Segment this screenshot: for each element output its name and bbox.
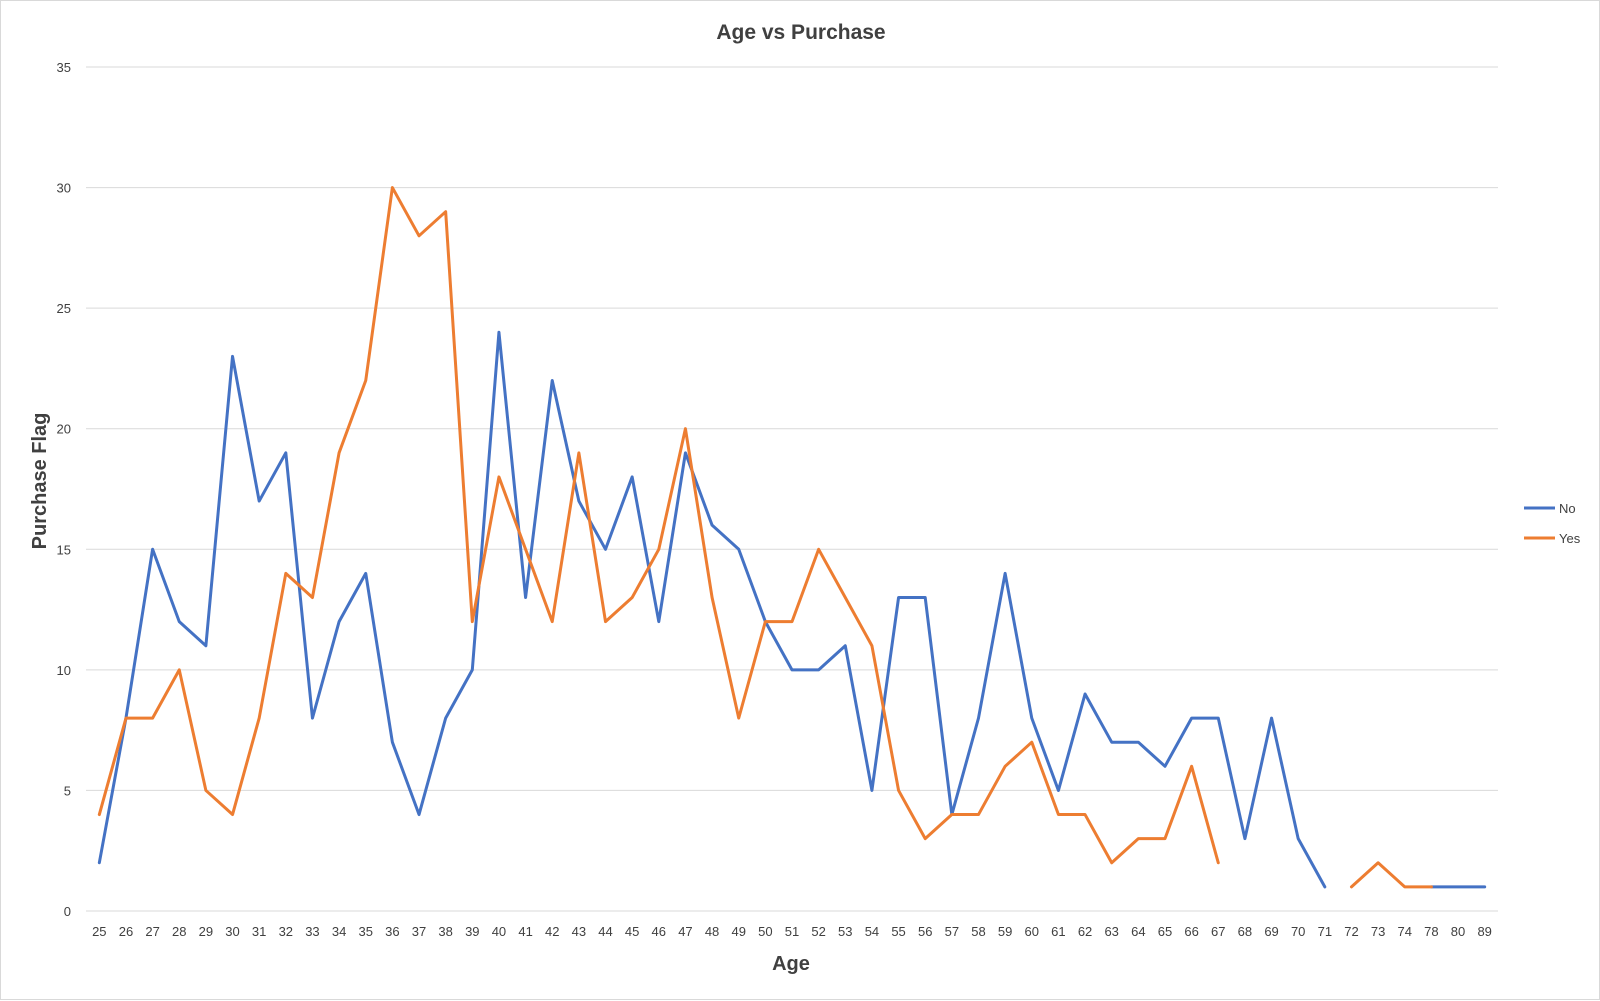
series-line-yes — [1349, 861, 1433, 889]
x-tick-label: 54 — [865, 924, 879, 939]
x-tick-label: 36 — [385, 924, 399, 939]
x-tick-label: 56 — [918, 924, 932, 939]
x-tick-label: 37 — [412, 924, 426, 939]
x-tick-label: 58 — [971, 924, 985, 939]
x-tick-label: 47 — [678, 924, 692, 939]
x-tick-label: 64 — [1131, 924, 1145, 939]
x-tick-label: 50 — [758, 924, 772, 939]
x-axis-ticks: 25 26 27 28 29 30 31 32 33 34 35 36 37 38 39 40 41 42 43 44… — [92, 924, 1492, 939]
x-tick-label: 46 — [652, 924, 666, 939]
x-tick-label: 45 — [625, 924, 639, 939]
x-tick-label: 89 — [1477, 924, 1491, 939]
x-tick-label: 49 — [731, 924, 745, 939]
series-no — [97, 330, 1487, 889]
y-tick-label: 5 — [64, 783, 71, 798]
y-tick-label: 30 — [57, 181, 71, 196]
x-tick-label: 26 — [119, 924, 133, 939]
y-tick-label: 20 — [57, 422, 71, 437]
y-tick-label: 10 — [57, 663, 71, 678]
x-tick-label: 55 — [891, 924, 905, 939]
y-tick-label: 0 — [64, 904, 71, 919]
x-tick-label: 51 — [785, 924, 799, 939]
x-tick-label: 66 — [1184, 924, 1198, 939]
x-tick-label: 59 — [998, 924, 1012, 939]
x-tick-label: 29 — [199, 924, 213, 939]
y-tick-label: 35 — [57, 60, 71, 75]
y-tick-label: 15 — [57, 542, 71, 557]
y-axis-ticks: 0 5 10 15 20 25 30 35 — [57, 60, 71, 919]
series-line-no — [97, 330, 1327, 889]
x-tick-label: 72 — [1344, 924, 1358, 939]
x-tick-label: 25 — [92, 924, 106, 939]
x-tick-label: 42 — [545, 924, 559, 939]
series-line-yes — [97, 186, 1220, 865]
x-tick-label: 73 — [1371, 924, 1385, 939]
x-tick-label: 71 — [1318, 924, 1332, 939]
x-tick-label: 61 — [1051, 924, 1065, 939]
x-tick-label: 39 — [465, 924, 479, 939]
x-tick-label: 65 — [1158, 924, 1172, 939]
x-tick-label: 63 — [1104, 924, 1118, 939]
x-tick-label: 33 — [305, 924, 319, 939]
x-tick-label: 74 — [1398, 924, 1412, 939]
x-tick-label: 78 — [1424, 924, 1438, 939]
x-tick-label: 57 — [945, 924, 959, 939]
x-tick-label: 68 — [1238, 924, 1252, 939]
x-tick-label: 41 — [518, 924, 532, 939]
x-tick-label: 44 — [598, 924, 612, 939]
legend: No Yes — [1524, 501, 1581, 546]
x-tick-label: 60 — [1025, 924, 1039, 939]
x-tick-label: 34 — [332, 924, 346, 939]
x-tick-label: 40 — [492, 924, 506, 939]
x-tick-label: 67 — [1211, 924, 1225, 939]
x-tick-label: 70 — [1291, 924, 1305, 939]
x-tick-label: 32 — [279, 924, 293, 939]
series-lines — [97, 186, 1487, 889]
x-tick-label: 48 — [705, 924, 719, 939]
y-axis-title: Purchase Flag — [29, 413, 51, 550]
chart-title: Age vs Purchase — [716, 21, 885, 44]
x-tick-label: 62 — [1078, 924, 1092, 939]
x-tick-label: 30 — [225, 924, 239, 939]
x-tick-label: 43 — [572, 924, 586, 939]
x-tick-label: 69 — [1264, 924, 1278, 939]
x-tick-label: 28 — [172, 924, 186, 939]
x-tick-label: 27 — [145, 924, 159, 939]
x-tick-label: 38 — [438, 924, 452, 939]
x-tick-label: 53 — [838, 924, 852, 939]
x-tick-label: 31 — [252, 924, 266, 939]
x-tick-label: 80 — [1451, 924, 1465, 939]
x-tick-label: 52 — [811, 924, 825, 939]
y-tick-label: 25 — [57, 301, 71, 316]
legend-label-no: No — [1559, 501, 1576, 516]
legend-label-yes: Yes — [1559, 531, 1581, 546]
x-axis-title: Age — [772, 953, 810, 975]
series-yes — [97, 186, 1433, 889]
x-tick-label: 35 — [359, 924, 373, 939]
